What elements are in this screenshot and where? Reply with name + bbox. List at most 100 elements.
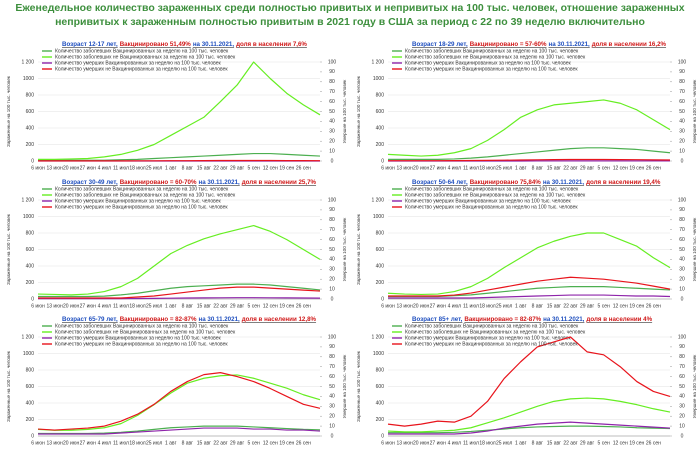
y2-axis-title: Умершие на 100 тыс. человек xyxy=(692,354,697,419)
y-tick-label: 0 xyxy=(31,433,34,439)
x-tick-label: 29 авг xyxy=(580,440,594,446)
y2-tick-label: 0 xyxy=(681,158,684,164)
y2-tick-label: 60 xyxy=(679,99,685,105)
x-tick-label: 12 сен xyxy=(613,165,628,171)
y2-axis-title: Умершие на 100 тыс. человек xyxy=(342,354,347,419)
y2-tick-label: 60 xyxy=(329,374,335,380)
series-line xyxy=(388,147,671,160)
x-tick-label: 5 сен xyxy=(248,440,260,446)
y2-tick-label: 80 xyxy=(679,354,685,360)
y2-tick-label: 70 xyxy=(329,364,335,370)
y2-tick-label: 30 xyxy=(329,129,335,135)
x-tick-label: 4 июл xyxy=(98,303,112,309)
subtitle-part: на 30.11.2021, xyxy=(198,179,240,186)
y2-tick-label: 30 xyxy=(329,404,335,410)
x-tick-label: 13 июн xyxy=(46,440,62,446)
legend-label: Количество умерших не Вакцинированных за… xyxy=(405,204,578,210)
x-tick-label: 4 июл xyxy=(448,165,462,171)
y-tick-label: 1 200 xyxy=(371,59,384,65)
y2-tick-label: 50 xyxy=(679,247,685,253)
x-tick-label: 19 сен xyxy=(629,165,644,171)
subtitle-part: Возраст 50-64 лет, xyxy=(412,179,468,186)
y-tick-label: 600 xyxy=(26,247,35,253)
x-tick-label: 26 сен xyxy=(646,165,661,171)
page-title: Еженедельное количество зараженных среди… xyxy=(15,2,685,28)
y-tick-label: 400 xyxy=(376,400,385,406)
y2-tick-label: 50 xyxy=(329,109,335,115)
y-tick-label: 1000 xyxy=(373,351,384,357)
y2-tick-label: 20 xyxy=(329,139,335,145)
legend-label: Количество заболевших Вакцинированных за… xyxy=(55,186,229,192)
x-tick-label: 11 июл xyxy=(463,165,479,171)
legend-label: Количество умерших Вакцинированных за не… xyxy=(55,198,222,204)
x-tick-label: 12 сен xyxy=(263,440,278,446)
y-tick-label: 600 xyxy=(376,384,385,390)
x-tick-label: 18 июл xyxy=(479,165,495,171)
y2-axis-title: Умершие на 100 тыс. человек xyxy=(342,79,347,144)
legend-label: Количество заболевших не Вакцинированных… xyxy=(55,54,236,60)
y2-axis-title: Умершие на 100 тыс. человек xyxy=(692,79,697,144)
legend-label: Количество умерших не Вакцинированных за… xyxy=(55,204,228,210)
x-tick-label: 22 авг xyxy=(213,440,227,446)
legend-label: Количество умерших не Вакцинированных за… xyxy=(405,66,578,72)
x-tick-label: 20 июн xyxy=(63,165,79,171)
x-tick-label: 11 июл xyxy=(113,303,129,309)
y2-tick-label: 30 xyxy=(679,404,685,410)
subtitle: Возраст 12-17 лет, Вакцинировано 51,49% на… xyxy=(62,41,307,48)
x-tick-label: 13 июн xyxy=(46,303,62,309)
y2-tick-label: 80 xyxy=(679,217,685,223)
subtitle-part: доля в населении 12,8% xyxy=(242,316,317,323)
x-tick-label: 26 сен xyxy=(646,303,661,309)
y2-tick-label: 60 xyxy=(679,374,685,380)
y2-tick-label: 40 xyxy=(329,119,335,125)
series-line xyxy=(388,294,671,299)
subtitle-part: на 30.11.2021, xyxy=(548,41,590,48)
series-line xyxy=(38,283,321,298)
x-tick-label: 12 сен xyxy=(263,165,278,171)
x-tick-label: 19 сен xyxy=(279,165,294,171)
x-tick-label: 11 июл xyxy=(113,440,129,446)
series-line xyxy=(38,61,321,160)
legend-label: Количество умерших Вакцинированных за не… xyxy=(405,335,572,341)
x-tick-label: 29 авг xyxy=(230,303,244,309)
y-tick-label: 1 200 xyxy=(21,197,34,203)
subtitle-part: Вакцинировано 51,49% xyxy=(120,41,192,48)
y2-tick-label: 90 xyxy=(329,207,335,213)
legend-label: Количество заболевших Вакцинированных за… xyxy=(55,48,229,54)
x-tick-label: 25 июл xyxy=(496,303,512,309)
x-tick-label: 6 июн xyxy=(31,440,45,446)
y-tick-label: 0 xyxy=(381,296,384,302)
y2-tick-label: 20 xyxy=(679,139,685,145)
x-tick-label: 29 авг xyxy=(230,165,244,171)
x-tick-label: 1 авг xyxy=(165,165,177,171)
y2-tick-label: 10 xyxy=(679,148,685,154)
x-tick-label: 12 сен xyxy=(613,440,628,446)
x-tick-label: 22 авг xyxy=(563,165,577,171)
y-axis-title: Зараженные на 100 тыс. человек xyxy=(356,213,361,285)
series-line xyxy=(387,99,671,157)
subtitle-part: Вакцинировано = 60-70% xyxy=(120,179,197,186)
y-tick-label: 400 xyxy=(26,125,35,131)
y-tick-label: 1 200 xyxy=(371,197,384,203)
x-tick-label: 25 июл xyxy=(496,440,512,446)
y-axis-title: Зараженные на 100 тыс. человек xyxy=(6,350,11,422)
legend-label: Количество заболевших Вакцинированных за… xyxy=(405,323,579,329)
y2-tick-label: 100 xyxy=(328,334,337,340)
subtitle-part: доля в населении 16,2% xyxy=(592,41,667,48)
y-tick-label: 1000 xyxy=(23,214,34,220)
y2-tick-label: 60 xyxy=(329,237,335,243)
x-tick-label: 8 авг xyxy=(182,303,194,309)
y2-tick-label: 100 xyxy=(678,59,687,65)
y-tick-label: 1 200 xyxy=(21,59,34,65)
subtitle-part: на 30.11.2021, xyxy=(543,179,585,186)
subtitle: Возраст 65-79 лет, Вакцинировано = 82-87%… xyxy=(62,316,317,323)
legend-label: Количество умерших Вакцинированных за не… xyxy=(405,198,572,204)
y2-tick-label: 50 xyxy=(329,384,335,390)
x-tick-label: 4 июл xyxy=(448,303,462,309)
x-tick-label: 1 авг xyxy=(165,303,177,309)
y-tick-label: 400 xyxy=(26,400,35,406)
y-tick-label: 0 xyxy=(31,158,34,164)
y-axis-title: Зараженные на 100 тыс. человек xyxy=(356,75,361,147)
y2-tick-label: 50 xyxy=(679,109,685,115)
x-tick-label: 27 июн xyxy=(80,440,96,446)
